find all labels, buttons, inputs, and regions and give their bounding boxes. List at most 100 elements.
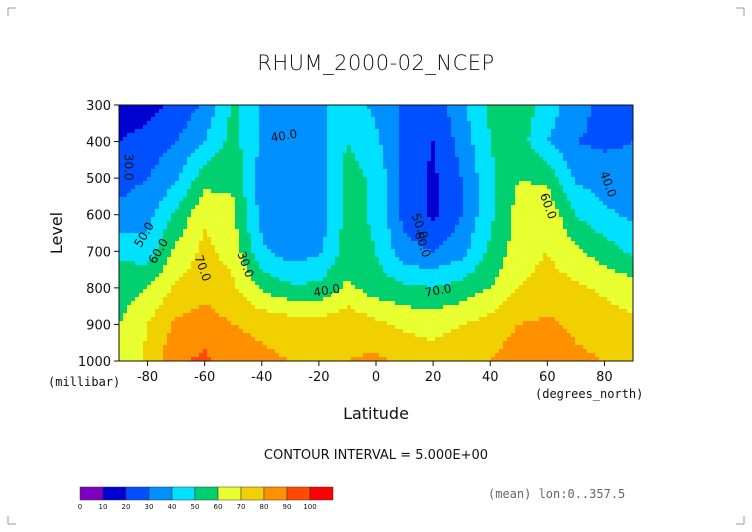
contour-cell <box>231 165 236 170</box>
contour-cell <box>135 133 140 138</box>
contour-cell <box>219 165 224 170</box>
contour-cell <box>239 189 244 194</box>
contour-cell <box>587 221 592 226</box>
contour-cell <box>575 109 580 114</box>
contour-cell <box>535 213 540 218</box>
contour-cell <box>275 113 280 118</box>
contour-cell <box>127 229 132 234</box>
contour-cell <box>387 229 392 234</box>
contour-cell <box>131 205 136 210</box>
contour-cell <box>423 141 428 146</box>
contour-cell <box>315 221 320 226</box>
contour-cell <box>163 181 168 186</box>
contour-cell <box>271 185 276 190</box>
contour-cell <box>183 129 188 134</box>
contour-cell <box>543 185 548 190</box>
contour-cell <box>243 145 248 150</box>
contour-cell <box>527 201 532 206</box>
contour-cell <box>223 237 228 242</box>
contour-cell <box>283 153 288 158</box>
contour-cell <box>387 117 392 122</box>
contour-cell <box>219 173 224 178</box>
contour-cell <box>135 253 140 258</box>
contour-cell <box>207 161 212 166</box>
contour-cell <box>295 233 300 238</box>
contour-cell <box>431 241 436 246</box>
contour-cell <box>235 121 240 126</box>
contour-cell <box>323 185 328 190</box>
contour-cell <box>123 217 128 222</box>
contour-cell <box>579 145 584 150</box>
contour-cell <box>591 189 596 194</box>
contour-cell <box>119 157 124 162</box>
contour-cell <box>355 125 360 130</box>
contour-cell <box>223 173 228 178</box>
contour-cell <box>599 129 604 134</box>
contour-cell <box>463 145 468 150</box>
contour-cell <box>247 257 252 262</box>
contour-cell <box>343 105 348 110</box>
contour-cell <box>387 241 392 246</box>
contour-cell <box>123 173 128 178</box>
contour-cell <box>591 173 596 178</box>
contour-cell <box>175 177 180 182</box>
contour-cell <box>303 145 308 150</box>
contour-cell <box>195 153 200 158</box>
contour-cell <box>555 233 560 238</box>
contour-cell <box>607 217 612 222</box>
contour-cell <box>383 173 388 178</box>
contour-cell <box>423 257 428 262</box>
contour-cell <box>215 161 220 166</box>
contour-cell <box>599 225 604 230</box>
contour-cell <box>499 217 504 222</box>
contour-cell <box>559 105 564 110</box>
contour-cell <box>339 153 344 158</box>
contour-cell <box>515 233 520 238</box>
contour-cell <box>567 213 572 218</box>
contour-cell <box>171 197 176 202</box>
contour-cell <box>371 153 376 158</box>
contour-cell <box>383 249 388 254</box>
contour-cell <box>283 245 288 250</box>
contour-cell <box>599 237 604 242</box>
contour-cell <box>127 137 132 142</box>
contour-cell <box>195 213 200 218</box>
contour-cell <box>595 173 600 178</box>
contour-cell <box>327 153 332 158</box>
contour-cell <box>391 213 396 218</box>
contour-cell <box>507 225 512 230</box>
contour-cell <box>251 133 256 138</box>
contour-cell <box>471 233 476 238</box>
contour-cell <box>451 137 456 142</box>
contour-cell <box>551 141 556 146</box>
contour-cell <box>579 205 584 210</box>
contour-cell <box>403 237 408 242</box>
contour-cell <box>583 129 588 134</box>
contour-cell <box>295 109 300 114</box>
contour-cell <box>283 161 288 166</box>
contour-cell <box>587 193 592 198</box>
contour-cell <box>235 201 240 206</box>
contour-cell <box>355 177 360 182</box>
contour-cell <box>267 245 272 250</box>
contour-cell <box>219 133 224 138</box>
contour-cell <box>199 161 204 166</box>
contour-cell <box>207 177 212 182</box>
contour-cell <box>451 141 456 146</box>
contour-cell <box>131 117 136 122</box>
contour-cell <box>371 257 376 262</box>
contour-cell <box>311 233 316 238</box>
contour-cell <box>335 137 340 142</box>
contour-cell <box>207 145 212 150</box>
contour-cell <box>235 257 240 262</box>
contour-cell <box>171 137 176 142</box>
contour-cell <box>567 201 572 206</box>
contour-cell <box>447 241 452 246</box>
contour-cell <box>511 105 516 110</box>
contour-cell <box>611 201 616 206</box>
contour-cell <box>447 149 452 154</box>
contour-cell <box>307 241 312 246</box>
contour-cell <box>275 221 280 226</box>
contour-cell <box>431 257 436 262</box>
contour-cell <box>371 105 376 110</box>
